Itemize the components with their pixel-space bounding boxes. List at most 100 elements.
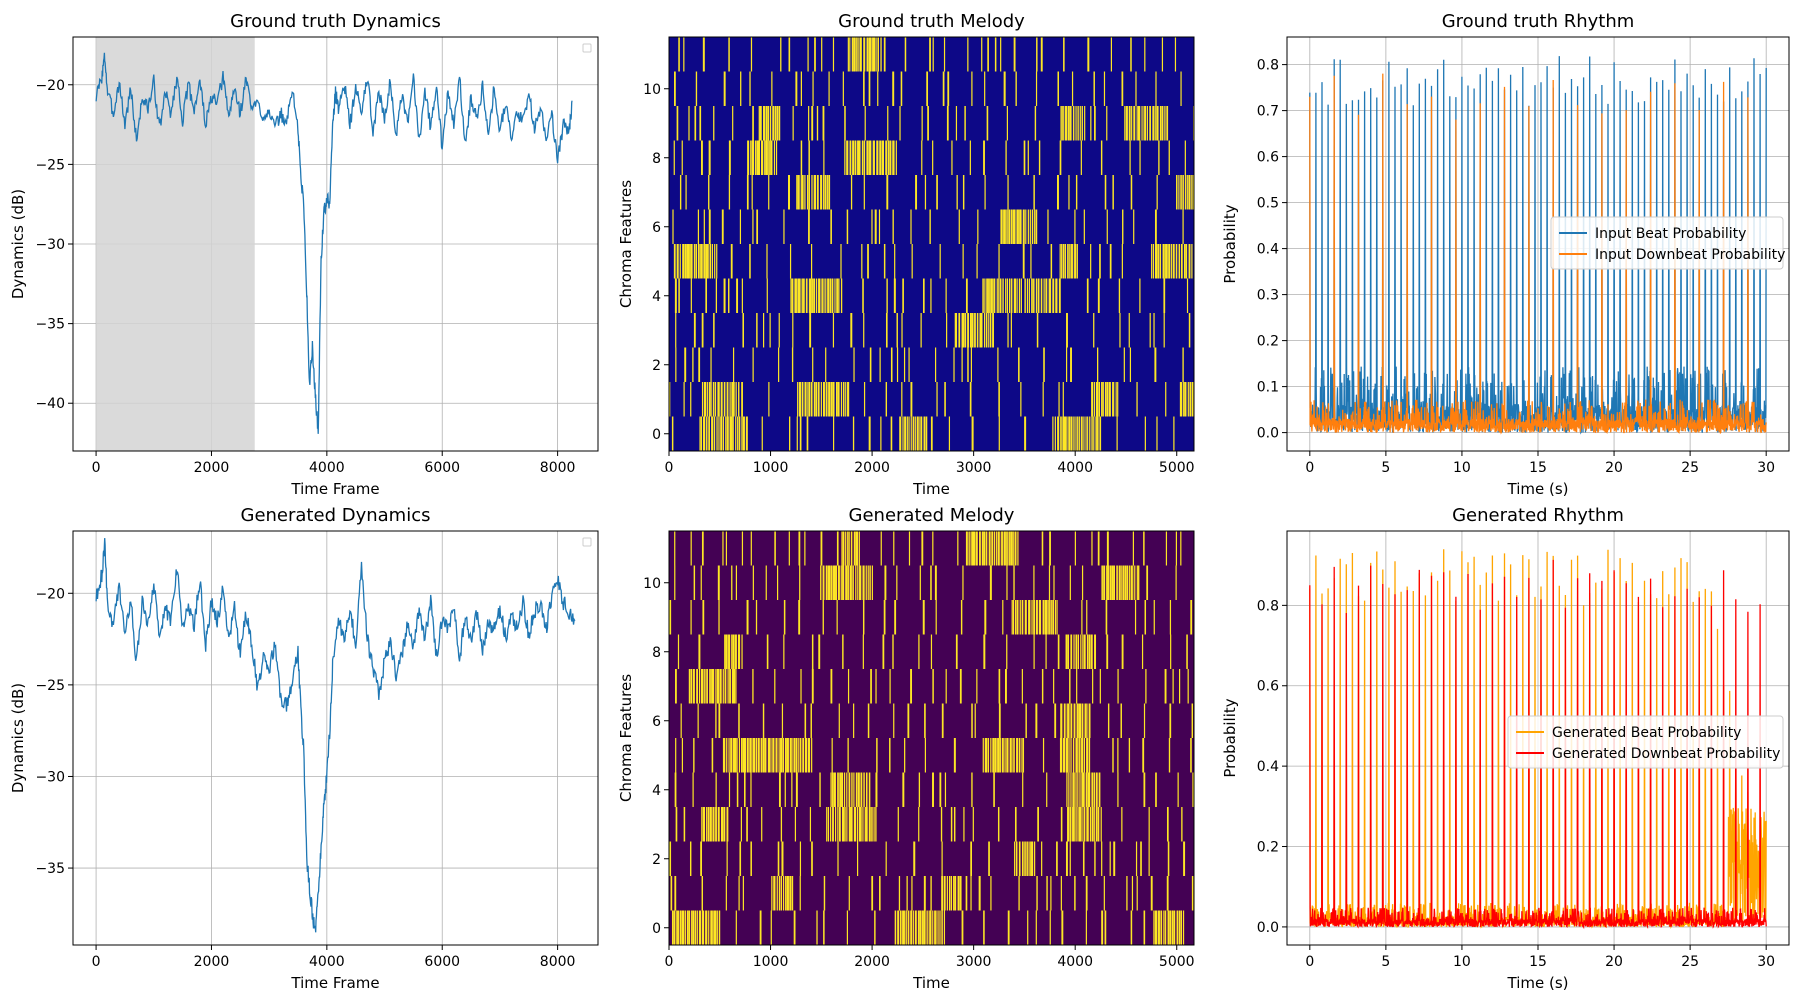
- y-tick-label: 0.0: [1257, 426, 1279, 442]
- chroma-cell: [890, 416, 893, 451]
- chroma-cell: [726, 416, 729, 451]
- chroma-cell: [1081, 703, 1084, 738]
- chroma-cell: [698, 910, 702, 945]
- chroma-cell: [1009, 738, 1012, 773]
- chroma-cell: [997, 347, 999, 382]
- chroma-cell: [813, 175, 815, 210]
- chroma-cell: [876, 738, 878, 773]
- chroma-cell: [1159, 244, 1162, 279]
- chroma-cell: [774, 106, 777, 141]
- chroma-cell: [989, 278, 991, 313]
- chroma-cell: [675, 738, 677, 773]
- chroma-cell: [941, 841, 943, 876]
- chroma-cell: [1040, 37, 1043, 72]
- chroma-cell: [799, 738, 802, 773]
- chroma-cell: [1022, 209, 1025, 244]
- chroma-cell: [956, 175, 958, 210]
- chroma-cell: [797, 382, 799, 417]
- chart-title: Generated Melody: [849, 505, 1015, 526]
- chroma-cell: [1100, 140, 1103, 175]
- chroma-cell: [784, 738, 787, 773]
- chroma-cell: [859, 565, 862, 600]
- chroma-cell: [1189, 382, 1192, 417]
- y-tick-label: 0: [652, 921, 661, 937]
- chroma-cell: [860, 772, 863, 807]
- chroma-cell: [933, 910, 935, 945]
- chroma-cell: [915, 416, 917, 451]
- chroma-cell: [910, 669, 913, 704]
- chroma-cell: [1157, 244, 1160, 279]
- chroma-cell: [791, 772, 793, 807]
- y-axis-label: Chroma Features: [617, 180, 635, 308]
- chroma-cell: [711, 738, 714, 773]
- chroma-cell: [830, 807, 832, 842]
- chroma-cell: [701, 382, 704, 417]
- chroma-cell: [841, 807, 845, 842]
- chroma-cell: [910, 382, 913, 417]
- chroma-cell: [996, 278, 998, 313]
- chroma-cell: [854, 140, 857, 175]
- chroma-cell: [1018, 841, 1021, 876]
- chroma-cell: [789, 876, 792, 911]
- chroma-cell: [1154, 347, 1157, 382]
- chroma-cell: [725, 634, 728, 669]
- chroma-cell: [848, 876, 850, 911]
- chroma-cell: [1146, 106, 1149, 141]
- chroma-cell: [804, 738, 808, 773]
- chroma-cell: [902, 416, 904, 451]
- chroma-cell: [694, 106, 697, 141]
- chroma-cell: [740, 71, 742, 106]
- chroma-cell: [1097, 807, 1100, 842]
- chroma-cell: [820, 175, 822, 210]
- chroma-cell: [722, 416, 725, 451]
- chroma-cell: [832, 382, 835, 417]
- chroma-cell: [810, 703, 812, 738]
- chroma-cell: [842, 382, 845, 417]
- chroma-cell: [842, 565, 845, 600]
- chroma-cell: [731, 669, 734, 704]
- chroma-cell: [1093, 71, 1095, 106]
- chroma-cell: [941, 876, 944, 911]
- chroma-cell: [728, 772, 731, 807]
- chroma-cell: [1072, 807, 1074, 842]
- chroma-cell: [1067, 807, 1070, 842]
- chroma-cell: [1178, 244, 1181, 279]
- chroma-cell: [848, 807, 851, 842]
- chroma-cell: [961, 313, 963, 348]
- chroma-cell: [1190, 738, 1192, 773]
- chroma-cell: [946, 876, 948, 911]
- chroma-cell: [718, 910, 721, 945]
- chroma-cell: [1169, 600, 1172, 635]
- chroma-cell: [944, 382, 946, 417]
- chroma-cell: [740, 807, 742, 842]
- chroma-cell: [1074, 209, 1076, 244]
- chroma-cell: [1008, 531, 1010, 566]
- chroma-cell: [861, 244, 863, 279]
- chroma-cell: [980, 313, 983, 348]
- chroma-cell: [1120, 703, 1122, 738]
- chroma-cell: [785, 876, 787, 911]
- chroma-cell: [862, 634, 864, 669]
- chroma-cell: [1048, 278, 1050, 313]
- chroma-cell: [807, 382, 809, 417]
- chroma-cell: [675, 347, 677, 382]
- chroma-cell: [1051, 600, 1053, 635]
- chroma-cell: [681, 910, 685, 945]
- chroma-cell: [850, 313, 853, 348]
- chroma-cell: [764, 140, 766, 175]
- chroma-cell: [675, 669, 677, 704]
- chroma-cell: [861, 140, 864, 175]
- chroma-cell: [965, 278, 968, 313]
- chroma-cell: [1043, 347, 1045, 382]
- chroma-cell: [996, 531, 998, 566]
- chroma-cell: [852, 565, 854, 600]
- chroma-cell: [1005, 140, 1007, 175]
- chroma-cell: [1090, 634, 1093, 669]
- chroma-cell: [1066, 313, 1068, 348]
- chroma-cell: [998, 416, 1000, 451]
- chroma-cell: [786, 738, 789, 773]
- chroma-cell: [1168, 140, 1170, 175]
- chroma-cell: [1152, 244, 1155, 279]
- legend-label: Generated Downbeat Probability: [1552, 746, 1780, 762]
- chroma-cell: [1042, 600, 1045, 635]
